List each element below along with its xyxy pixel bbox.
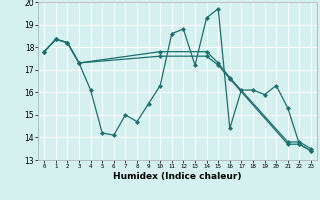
X-axis label: Humidex (Indice chaleur): Humidex (Indice chaleur) — [113, 172, 242, 181]
